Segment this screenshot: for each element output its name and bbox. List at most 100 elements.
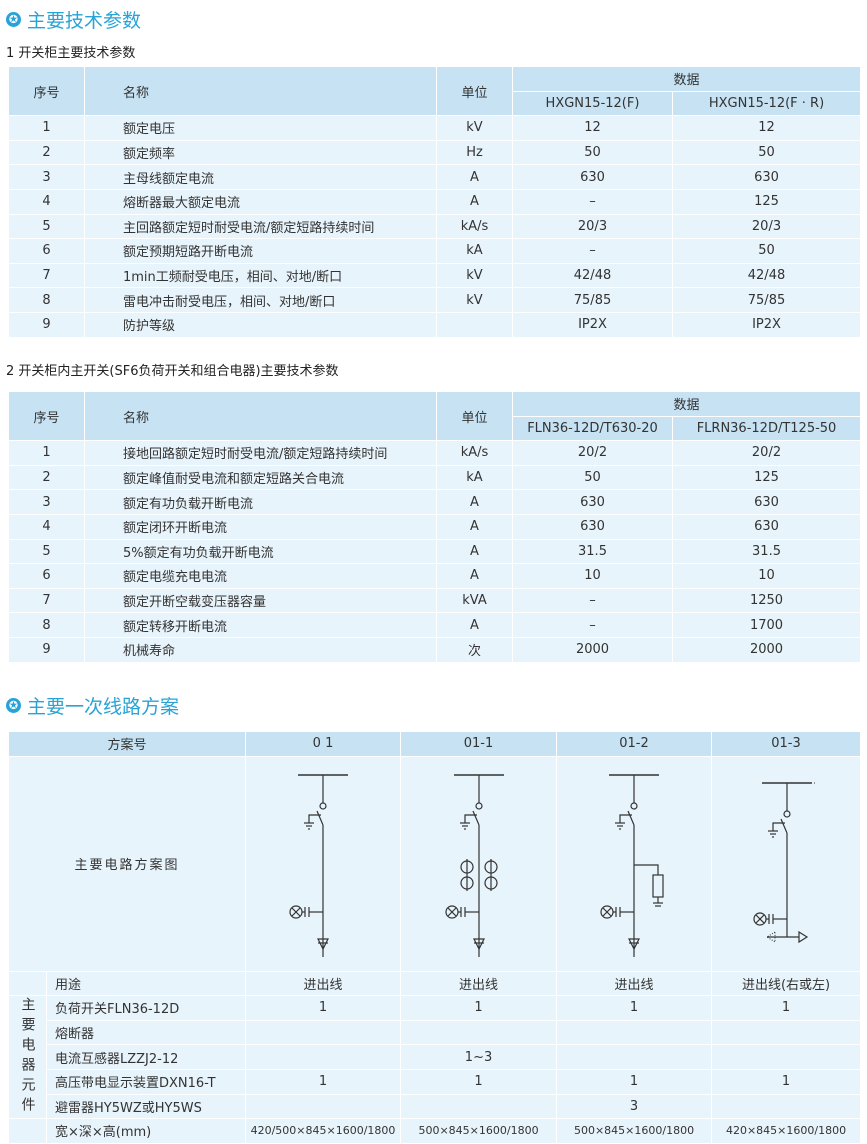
- cell-item: 熔断器: [45, 1019, 247, 1046]
- cell-scheme-value: 进出线: [245, 970, 402, 997]
- scheme-01-2: 01-2: [556, 731, 713, 757]
- cell-value-1: 50: [512, 139, 673, 166]
- header-no: 序号: [8, 65, 85, 117]
- cell-no: 3: [8, 489, 85, 515]
- header-scheme-no: 方案号: [7, 731, 247, 757]
- cell-unit: kA: [436, 238, 513, 264]
- cell-item: 宽×深×高(mm): [45, 1118, 247, 1144]
- cell-value-2: 20/2: [671, 440, 862, 466]
- cell-scheme-value: 进出线(右或左): [711, 970, 862, 997]
- cell-name: 接地回路额定短时耐受电流/额定短路持续时间: [84, 440, 437, 466]
- scheme-01: 0 1: [245, 731, 402, 757]
- cell-value-1: 50: [512, 464, 673, 491]
- header-model-2: FLRN36-12D/T125-50: [671, 415, 862, 442]
- cell-value-1: 630: [512, 164, 673, 190]
- cell-name: 1min工频耐受电压，相间、对地/断口: [84, 262, 437, 289]
- header-unit: 单位: [436, 65, 513, 117]
- header-name: 名称: [84, 390, 437, 442]
- cell-scheme-value: 1: [245, 1068, 402, 1095]
- cell-name: 额定电压: [84, 115, 437, 141]
- cell-scheme-value: 1~3: [400, 1044, 558, 1070]
- cell-no: 2: [8, 464, 85, 491]
- cell-value-2: 50: [671, 238, 862, 264]
- cell-no: 1: [8, 115, 85, 141]
- cell-value-2: 125: [671, 464, 862, 491]
- cell-value-2: 2000: [671, 636, 862, 663]
- cell-scheme-value: [711, 1093, 862, 1120]
- cell-unit: kA: [436, 464, 513, 491]
- cell-value-2: 20/3: [671, 213, 862, 240]
- cell-scheme-value: 420×845×1600/1800: [711, 1118, 862, 1144]
- table-row: 5 主回路额定短时耐受电流/额定短路持续时间 kA/s 20/3 20/3: [8, 213, 862, 240]
- cell-name: 额定开断空载变压器容量: [84, 587, 437, 614]
- table-row: 2 额定频率 Hz 50 50: [8, 139, 862, 166]
- table-row: 宽×深×高(mm) 420/500×845×1600/1800 500×845×16…: [8, 1118, 862, 1144]
- cell-no: 9: [8, 311, 85, 338]
- cell-unit: kV: [436, 262, 513, 289]
- cell-no: 5: [8, 538, 85, 565]
- cell-name: 5%额定有功负载开断电流: [84, 538, 437, 565]
- cell-unit: Hz: [436, 139, 513, 166]
- cell-value-2: IP2X: [671, 311, 862, 338]
- section-title-circuit-schemes: ✪ 主要一次线路方案: [6, 692, 179, 719]
- cell-value-2: 1700: [671, 612, 862, 638]
- table-row: 2 额定峰值耐受电流和额定短路关合电流 kA 50 125: [8, 464, 862, 491]
- cell-value-2: 125: [671, 188, 862, 215]
- table-row: 电流互感器LZZJ2-12 1~3: [9, 1044, 862, 1070]
- star-icon: ✪: [6, 12, 21, 27]
- cell-scheme-value: [400, 1093, 558, 1120]
- table-row: 1 额定电压 kV 12 12: [8, 115, 862, 141]
- circuit-diagram-icon: [600, 773, 664, 957]
- header-name: 名称: [84, 65, 437, 117]
- cell-scheme-value: [400, 1019, 558, 1046]
- cell-value-1: 20/2: [512, 440, 673, 466]
- cell-scheme-value: 1: [711, 1068, 862, 1095]
- cell-unit: A: [436, 612, 513, 638]
- cell-value-1: 75/85: [512, 287, 673, 313]
- table-row: 熔断器: [9, 1019, 862, 1046]
- scheme-01-3: 01-3: [711, 731, 862, 757]
- table-row: 6 额定电缆充电电流 A 10 10: [8, 563, 862, 589]
- diagram-01-1: [400, 755, 558, 972]
- table-row: 高压带电显示装置DXN16-T 1 1 1 1: [9, 1068, 862, 1095]
- table-row: 8 额定转移开断电流 A –1700: [8, 612, 862, 638]
- cell-scheme-value: 1: [711, 995, 862, 1021]
- table-row: 3 主母线额定电流 A 630 630: [8, 164, 862, 190]
- cell-scheme-value: 进出线: [556, 970, 713, 997]
- circuit-diagram-icon: [444, 773, 504, 957]
- cell-value-1: –: [512, 612, 673, 638]
- circuit-diagram-icon: [289, 773, 349, 957]
- cell-value-1: 2000: [512, 636, 673, 663]
- cell-scheme-value: 1: [400, 1068, 558, 1095]
- cell-value-2: 42/48: [671, 262, 862, 289]
- diagram-01-3: [711, 755, 862, 972]
- cell-name: 主回路额定短时耐受电流/额定短路持续时间: [84, 213, 437, 240]
- cell-unit: A: [436, 563, 513, 589]
- table-row: 7 1min工频耐受电压，相间、对地/断口 kV 42/48 42/48: [8, 262, 862, 289]
- table-row: 6 额定预期短路开断电流 kA –50: [8, 238, 862, 264]
- cell-value-1: –: [512, 238, 673, 264]
- cell-no: 4: [8, 188, 85, 215]
- cell-value-1: IP2X: [512, 311, 673, 338]
- cell-unit: kV: [436, 287, 513, 313]
- cell-value-1: 10: [512, 563, 673, 589]
- table-row: 1 接地回路额定短时耐受电流/额定短路持续时间 kA/s 20/2 20/2: [8, 440, 862, 466]
- cell-scheme-value: [245, 1019, 402, 1046]
- main-switch-params-table: 序号 名称 单位 数据 FLN36-12D/T630-20 FLRN36-12D/T12…: [8, 390, 862, 663]
- cell-value-2: 10: [671, 563, 862, 589]
- cell-no: 3: [8, 164, 85, 190]
- table-row: 9 机械寿命次 2000 2000: [8, 636, 862, 663]
- cell-no: 8: [8, 287, 85, 313]
- cell-value-1: 630: [512, 513, 673, 540]
- cell-scheme-value: [556, 1019, 713, 1046]
- cell-unit: [436, 311, 513, 338]
- cell-value-2: 630: [671, 489, 862, 515]
- cell-value-2: 50: [671, 139, 862, 166]
- header-no: 序号: [8, 390, 85, 442]
- cell-scheme-value: 1: [556, 995, 713, 1021]
- cell-no: 1: [8, 440, 85, 466]
- cell-unit: A: [436, 538, 513, 565]
- cell-unit: kA/s: [436, 213, 513, 240]
- cell-value-2: 75/85: [671, 287, 862, 313]
- table-row: 避雷器HY5WZ或HY5WS 3: [9, 1093, 862, 1120]
